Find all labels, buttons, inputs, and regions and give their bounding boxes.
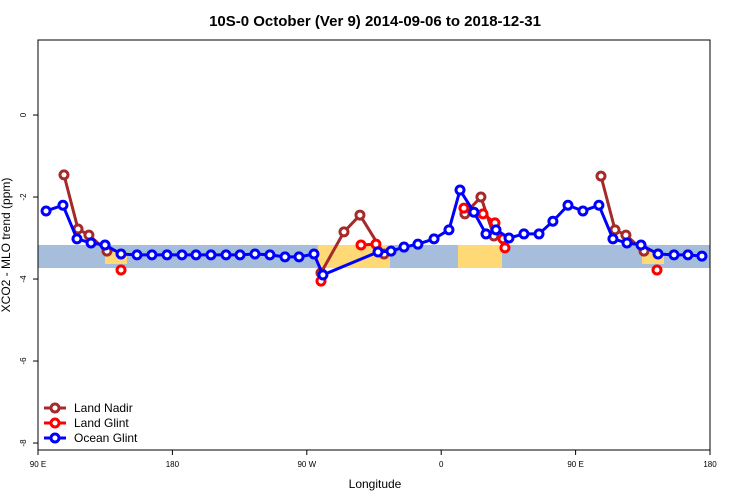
legend-label: Ocean Glint: [74, 431, 138, 445]
point: [412, 238, 424, 250]
point: [533, 228, 545, 240]
point: [99, 239, 111, 251]
x-axis-label: Longitude: [349, 477, 402, 491]
x-tick-label: 0: [439, 460, 444, 469]
land-patch: [458, 245, 502, 268]
point: [458, 202, 470, 214]
point: [293, 251, 305, 263]
point: [58, 169, 70, 181]
point: [279, 251, 291, 263]
point: [131, 249, 143, 261]
point: [503, 232, 515, 244]
point: [85, 237, 97, 249]
y-tick-label: 0: [19, 112, 28, 117]
legend-label: Land Nadir: [74, 401, 133, 415]
point: [161, 249, 173, 261]
point: [176, 249, 188, 261]
point: [696, 250, 708, 262]
point: [264, 249, 276, 261]
legend-marker: [49, 432, 61, 444]
x-tick-label: 90 W: [297, 460, 316, 469]
point: [190, 249, 202, 261]
x-tick-label: 90 E: [567, 460, 583, 469]
x-tick-label: 90 E: [30, 460, 46, 469]
point: [607, 233, 619, 245]
point: [40, 205, 52, 217]
y-tick-label: -6: [19, 357, 28, 365]
land-patch: [318, 245, 390, 268]
point: [621, 237, 633, 249]
point: [547, 215, 559, 227]
point: [562, 199, 574, 211]
legend-label: Land Glint: [74, 416, 129, 430]
point: [652, 248, 664, 260]
y-axis-label: XCO2 - MLO trend (ppm): [0, 178, 13, 313]
point: [499, 242, 511, 254]
point: [609, 224, 621, 236]
point: [477, 208, 489, 220]
point: [595, 170, 607, 182]
point: [682, 249, 694, 261]
point: [468, 206, 480, 218]
point: [398, 241, 410, 253]
point: [115, 264, 127, 276]
map-strip: [38, 245, 710, 268]
point: [475, 191, 487, 203]
point: [220, 249, 232, 261]
point: [518, 228, 530, 240]
point: [454, 184, 466, 196]
point: [577, 205, 589, 217]
point: [385, 245, 397, 257]
x-tick-label: 180: [703, 460, 717, 469]
chart-title: 10S-0 October (Ver 9) 2014-09-06 to 2018…: [209, 13, 541, 30]
point: [146, 249, 158, 261]
point: [490, 224, 502, 236]
point: [635, 239, 647, 251]
y-tick-label: -8: [19, 439, 28, 447]
point: [205, 249, 217, 261]
x-tick-label: 180: [166, 460, 180, 469]
point: [115, 248, 127, 260]
series-line: [319, 212, 386, 274]
point: [57, 199, 69, 211]
y-tick-label: -2: [19, 193, 28, 201]
y-tick-label: -4: [19, 275, 28, 283]
point: [71, 233, 83, 245]
point: [249, 248, 261, 260]
point: [354, 209, 366, 221]
point: [443, 224, 455, 236]
point: [317, 269, 329, 281]
point: [308, 248, 320, 260]
point: [372, 246, 384, 258]
plot-frame: [37, 39, 711, 451]
point: [338, 226, 350, 238]
point: [668, 249, 680, 261]
point: [355, 239, 367, 251]
point: [428, 233, 440, 245]
point: [234, 249, 246, 261]
point: [593, 199, 605, 211]
legend-marker: [49, 402, 61, 414]
point: [480, 228, 492, 240]
legend-marker: [49, 417, 61, 429]
point: [651, 264, 663, 276]
